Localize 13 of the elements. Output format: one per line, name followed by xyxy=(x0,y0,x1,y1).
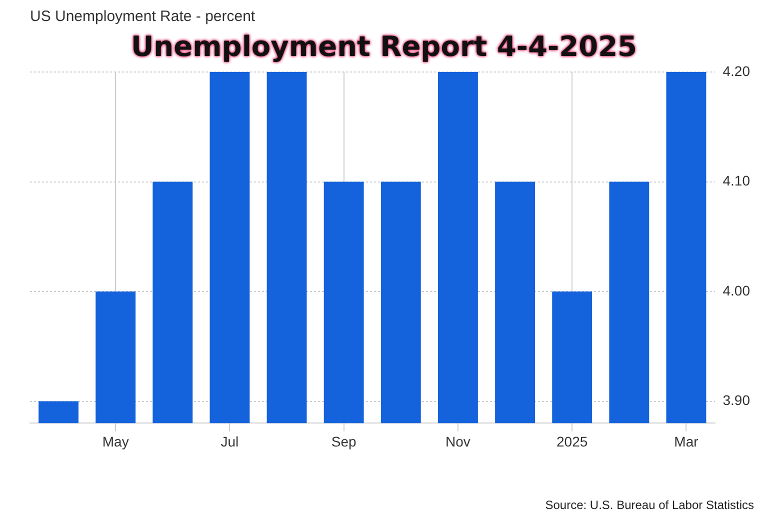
x-tick-label: Sep xyxy=(331,433,357,450)
y-tick-label: 4.00 xyxy=(722,282,750,298)
source-note: Source: U.S. Bureau of Labor Statistics xyxy=(545,498,754,512)
y-tick-label: 4.10 xyxy=(722,172,750,189)
x-tick-label: 2025 xyxy=(556,433,588,450)
x-tick-label: Nov xyxy=(446,433,470,450)
chart-title: Unemployment Report 4-4-2025 xyxy=(130,30,638,63)
x-tick-label: May xyxy=(102,433,129,450)
x-tick-label: Jul xyxy=(220,433,239,450)
y-tick-label: 4.20 xyxy=(722,62,750,79)
y-tick-label: 3.90 xyxy=(722,392,750,408)
chart-subtitle: US Unemployment Rate - percent xyxy=(30,8,256,25)
x-tick-label: Mar xyxy=(674,433,699,450)
